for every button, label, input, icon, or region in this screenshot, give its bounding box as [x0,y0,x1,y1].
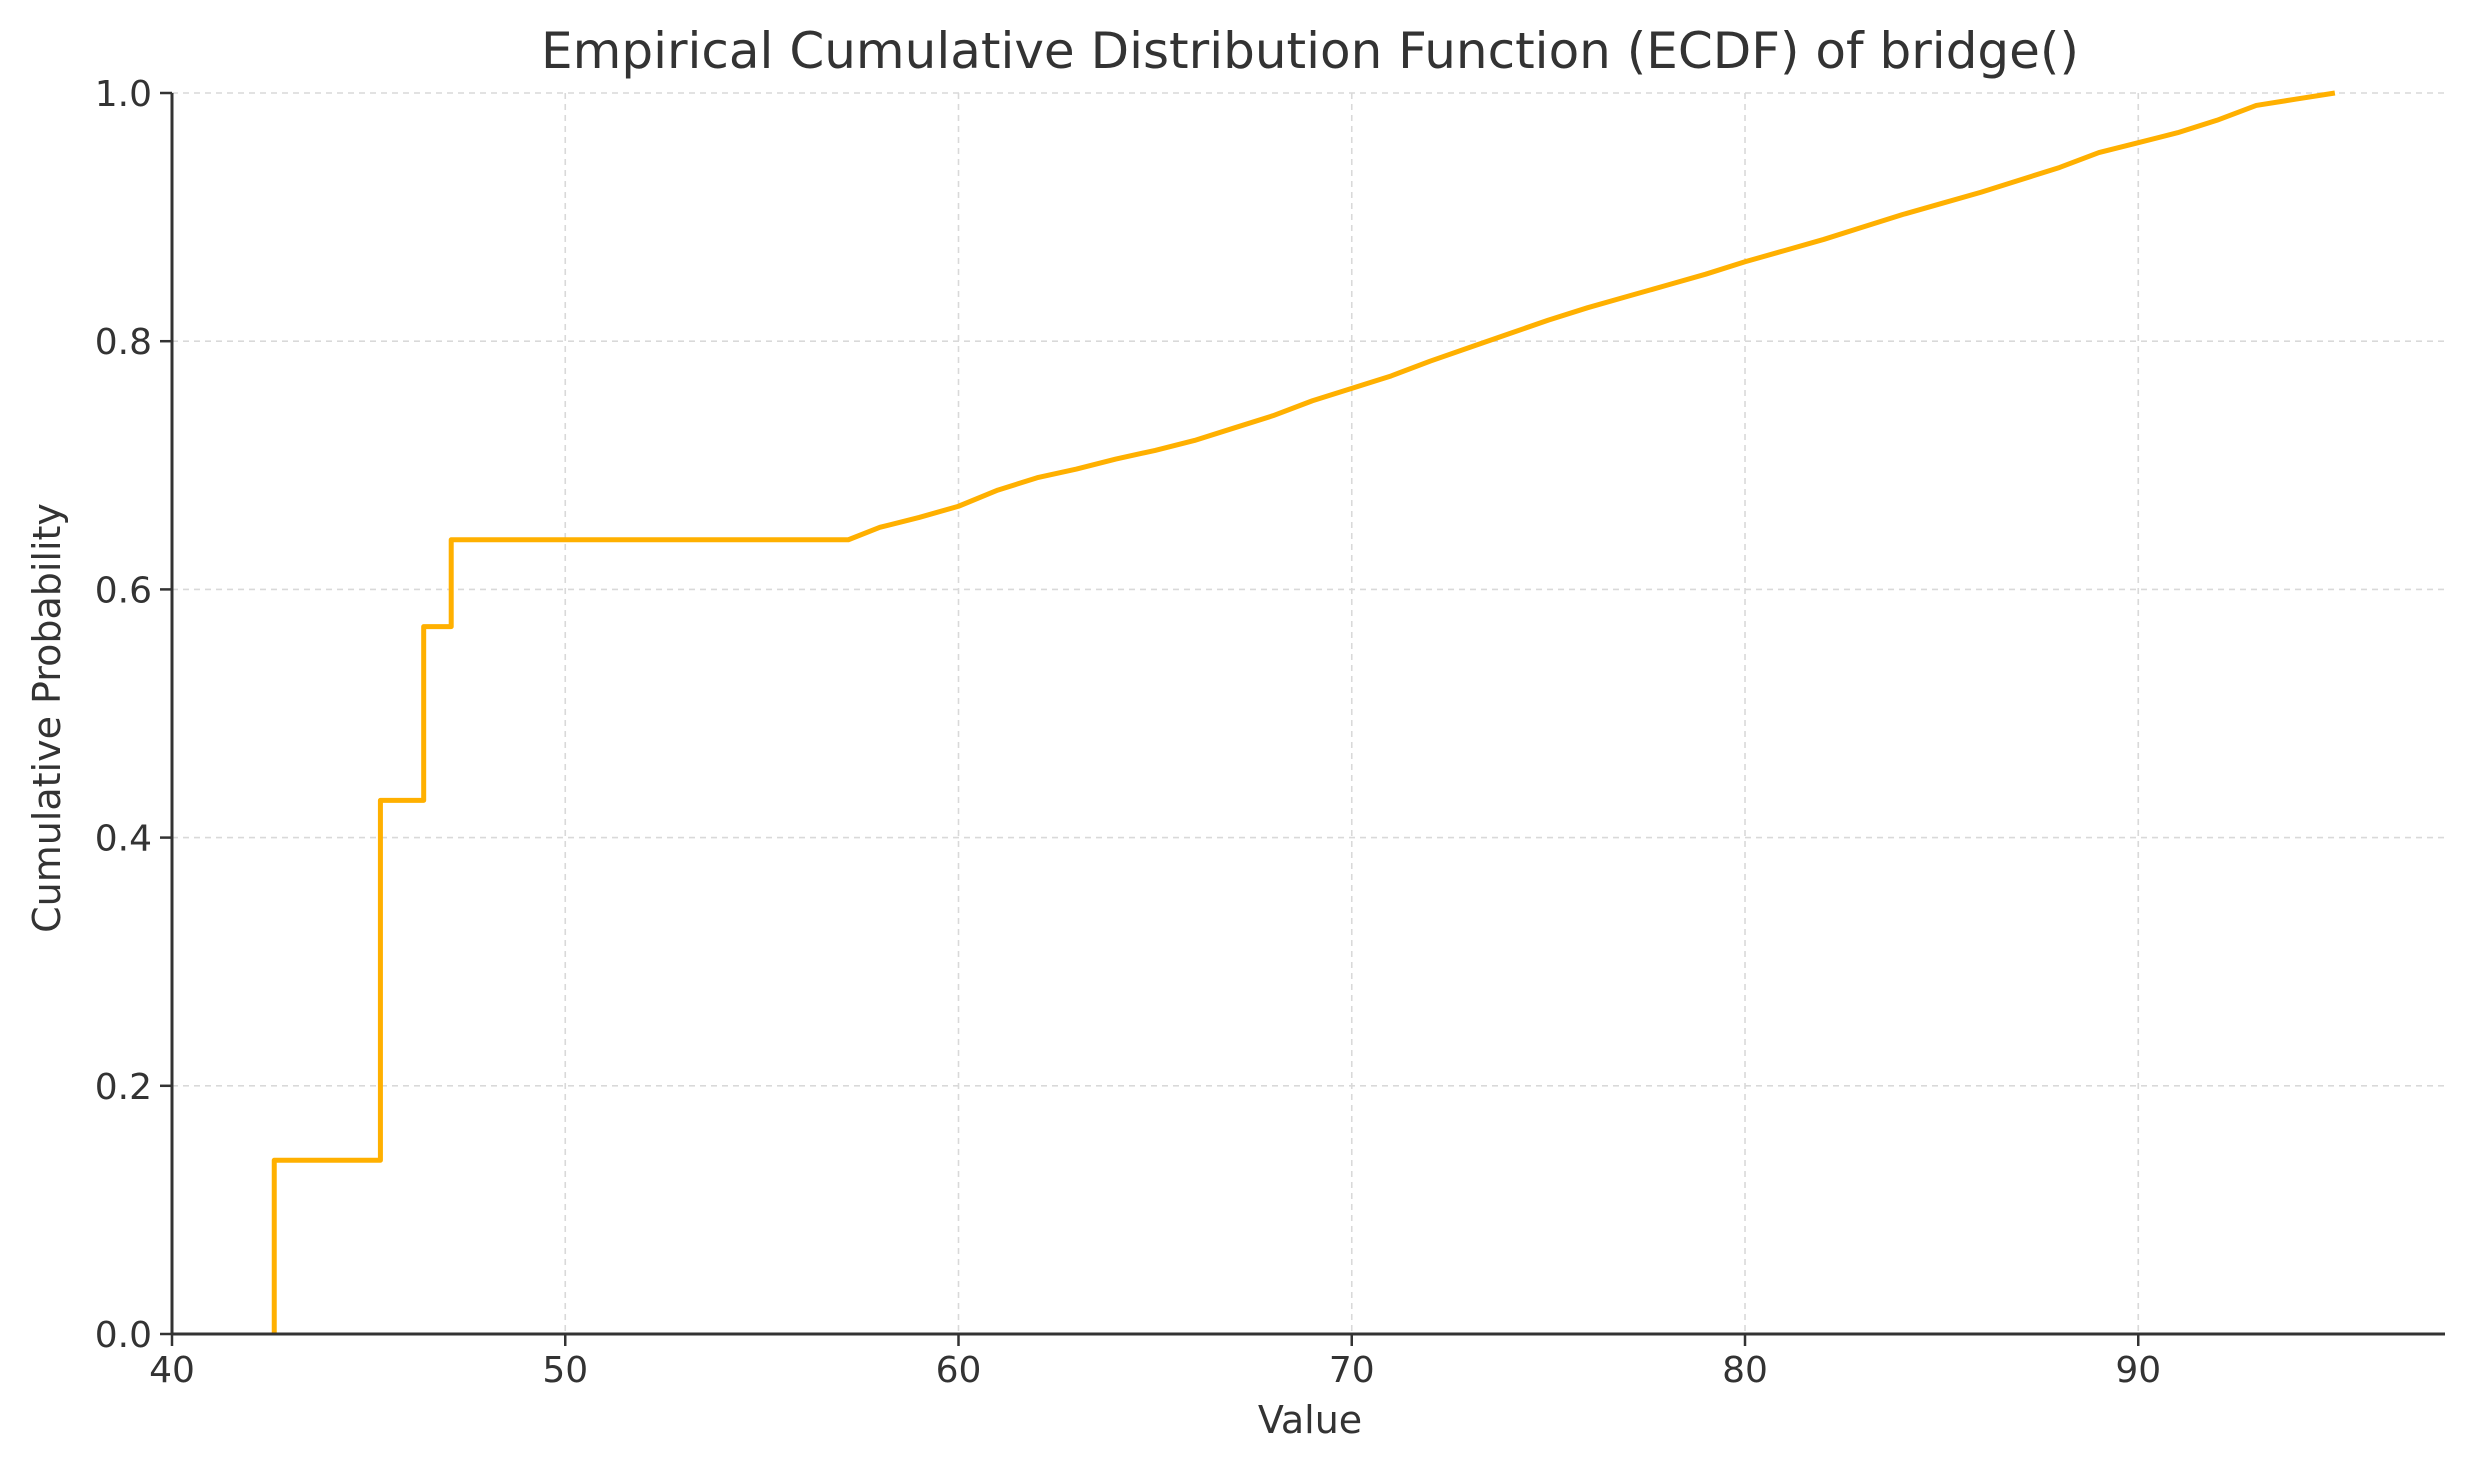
y-axis-label: Cumulative Probability [25,503,69,933]
x-axis-label: Value [1258,1398,1362,1442]
x-tick-label: 80 [1722,1350,1768,1391]
x-tick-label: 60 [936,1350,982,1391]
y-tick-label: 0.4 [95,819,152,860]
axes [170,93,2445,1336]
x-tick-label: 90 [2115,1350,2161,1391]
y-tick-label: 0.0 [95,1315,152,1356]
x-tick-label: 50 [542,1350,588,1391]
y-tick-label: 0.6 [95,570,152,611]
chart-title: Empirical Cumulative Distribution Functi… [541,22,2079,80]
x-tick-label: 40 [149,1350,195,1391]
x-tick-label: 70 [1329,1350,1375,1391]
ecdf-line [271,90,2336,1334]
grid [172,92,2445,1334]
y-tick-label: 0.8 [95,322,152,363]
y-tick-label: 0.2 [95,1067,152,1108]
y-tick-label: 1.0 [95,74,152,115]
data-layer [271,90,2336,1334]
ticks: 40 50 60 70 80 90 0.0 0.2 0.4 0.6 0.8 1.0 [95,74,2161,1391]
